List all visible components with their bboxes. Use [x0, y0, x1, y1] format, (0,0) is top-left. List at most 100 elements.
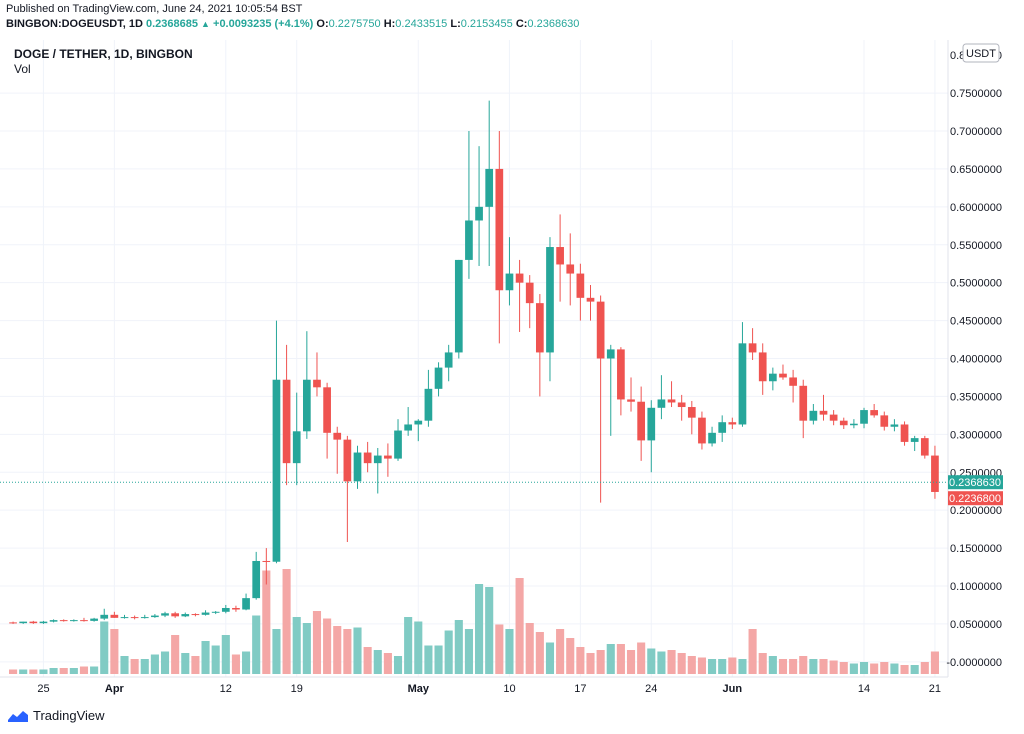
y-tick-label: 0.5500000: [950, 240, 1002, 252]
volume-bar: [120, 656, 129, 674]
candle-body: [120, 617, 129, 619]
chart-title: DOGE / TETHER, 1D, BINGBON: [14, 47, 193, 61]
volume-bar: [849, 663, 858, 674]
price-label-text: 0.2236800: [949, 493, 1001, 505]
candle-body: [839, 420, 848, 426]
volume-bar: [768, 656, 777, 674]
high-value: 0.2433515: [395, 18, 448, 30]
volume-bar: [697, 657, 706, 674]
candle-body: [920, 438, 929, 456]
candle-body: [394, 430, 402, 459]
candle-body: [475, 206, 483, 221]
candle-body: [130, 617, 139, 619]
price-axis[interactable]: 0.7500000 0.7000000 0.6500000 0.6000000 0.55…: [946, 50, 1002, 669]
volume-bar: [475, 584, 484, 674]
last-price: 0.2368685: [145, 18, 198, 30]
volume-bar: [626, 650, 636, 674]
volume-bar: [150, 654, 159, 674]
candle-body: [809, 410, 818, 421]
candle-body: [232, 607, 240, 610]
ohlc-header: BINGBON:DOGEUSDT, 1D 0.2368685 ▲ +0.0093…: [6, 18, 579, 30]
volume-bar: [647, 648, 656, 674]
candle-body: [606, 349, 615, 359]
volume-bar: [667, 650, 676, 674]
volume-bar: [363, 647, 372, 674]
volume-bar: [90, 666, 99, 674]
candle-body: [931, 455, 939, 492]
candle-body: [728, 422, 737, 425]
volume-bar: [59, 668, 68, 674]
candle-body: [768, 373, 777, 382]
candle-body: [687, 407, 696, 418]
y-tick-label: 0.2000000: [950, 505, 1002, 517]
candle-body: [100, 614, 109, 619]
candle-body: [302, 379, 311, 432]
candle-body: [434, 367, 443, 389]
candle-body: [181, 614, 190, 617]
volume-bar: [79, 666, 89, 674]
candle-body: [252, 560, 261, 599]
candle-body: [282, 379, 291, 464]
volume-bar: [221, 635, 230, 674]
candle-body: [515, 273, 524, 283]
volume-bar: [383, 653, 392, 674]
x-tick-label: 25: [37, 683, 49, 695]
candle-body: [465, 220, 473, 260]
candle-body: [596, 301, 605, 359]
volume-bar: [616, 644, 625, 674]
price-label-box: [948, 475, 1003, 490]
volume-bar: [343, 629, 352, 674]
volume-bar: [272, 629, 281, 674]
candle-body: [29, 621, 38, 624]
low-label: L:: [450, 18, 461, 30]
candle-body: [535, 303, 544, 353]
volume-bar: [596, 650, 605, 674]
high-label: H:: [383, 18, 396, 30]
volume-bar: [464, 629, 473, 674]
volume-bar: [292, 617, 301, 674]
x-tick-label: 10: [503, 683, 515, 695]
candle-body: [495, 168, 504, 291]
candle-body: [171, 613, 180, 617]
candle-body: [647, 407, 656, 441]
volume-bar: [535, 632, 544, 674]
currency-button[interactable]: USDT: [962, 43, 1000, 63]
volume-bar: [424, 645, 433, 674]
volume-bar: [525, 623, 534, 674]
volume-bar: [434, 645, 443, 674]
volume-bar: [880, 662, 889, 674]
y-tick-label: 0.4500000: [950, 316, 1002, 328]
candle-body: [880, 415, 889, 427]
time-axis[interactable]: 25 Apr 12 19 May 10 17 24 Jun 14 21: [37, 683, 941, 695]
x-tick-label: Apr: [105, 683, 125, 695]
y-tick-label: 0.1500000: [950, 543, 1002, 555]
volume-bar: [171, 635, 180, 674]
candle-body: [779, 373, 787, 378]
candle-body: [90, 618, 98, 621]
candle-body: [404, 424, 413, 431]
volume-bar: [181, 653, 190, 674]
candle-body: [758, 352, 767, 382]
volume-bar: [485, 587, 494, 674]
candle-body: [221, 607, 230, 612]
arrow-up-icon: ▲: [201, 19, 210, 29]
volume-bar: [758, 653, 767, 674]
footer-brand[interactable]: TradingView: [8, 708, 105, 723]
candle-body: [789, 377, 797, 386]
candle-body: [9, 622, 17, 624]
low-value: 0.2153455: [460, 18, 513, 30]
y-tick-label: 0.0500000: [950, 619, 1002, 631]
volume-bar: [930, 651, 939, 674]
volume-bar: [252, 615, 261, 674]
volume-bar: [323, 618, 332, 674]
candle-body: [39, 621, 48, 624]
volume-bar: [414, 621, 423, 674]
volume-bar: [282, 569, 291, 674]
x-tick-label: May: [408, 683, 430, 695]
candle-body: [738, 343, 747, 425]
candle-body: [161, 613, 169, 616]
volume-bar: [839, 662, 848, 674]
volume-bar: [444, 630, 453, 674]
volume-bar: [829, 660, 838, 674]
